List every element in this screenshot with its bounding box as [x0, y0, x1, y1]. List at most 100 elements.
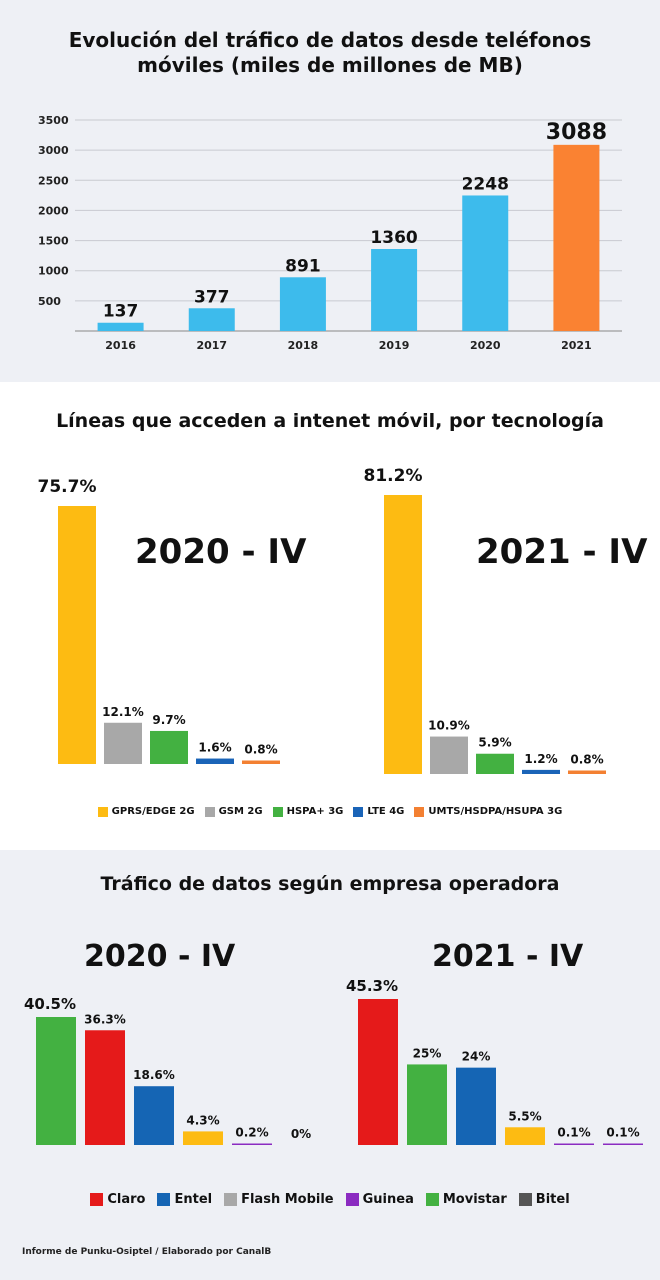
group-label-2020-technology: 2020 - IV: [135, 532, 307, 572]
value-label: 0.1%: [557, 1126, 590, 1140]
y-tick-label: 2000: [38, 204, 69, 217]
bar-UMTS/HSDPA/HSUPA 3G: [242, 760, 280, 764]
legend-swatch: [272, 806, 283, 817]
value-label-2020: 2248: [462, 174, 509, 194]
operator-legend: Claro Entel Flash Mobile Guinea Movistar Bite…: [0, 1192, 660, 1207]
group-label-2020-operator: 2020 - IV: [84, 939, 236, 974]
legend-item: Entel: [157, 1192, 212, 1207]
bar-2021: [553, 144, 600, 331]
bar: [36, 1017, 76, 1145]
legend-item: Bitel: [518, 1192, 570, 1207]
value-label: 1.6%: [198, 741, 231, 755]
value-label: 5.9%: [478, 736, 511, 750]
value-label: 45.3%: [346, 977, 398, 995]
x-tick-label-2016: 2016: [105, 339, 136, 352]
bar: [358, 999, 398, 1145]
bar-GSM 2G: [430, 736, 468, 774]
bar-HSPA+ 3G: [476, 753, 514, 774]
value-label-2018: 891: [285, 256, 321, 276]
value-label-2019: 1360: [370, 228, 417, 248]
legend-swatch: [90, 1193, 104, 1206]
bar-2018: [279, 277, 326, 331]
legend-item: LTE 4G: [353, 806, 404, 817]
group-label-2021-technology: 2021 - IV: [476, 532, 648, 572]
value-label: 0.8%: [244, 743, 277, 757]
y-tick-label: 3500: [38, 114, 69, 127]
technology-legend: GPRS/EDGE 2G GSM 2G HSPA+ 3G LTE 4G UMTS/HSD…: [0, 806, 660, 817]
x-tick-label-2019: 2019: [379, 339, 410, 352]
legend-swatch: [157, 1193, 171, 1206]
bar-GPRS/EDGE 2G: [384, 495, 422, 774]
legend-label: Bitel: [535, 1192, 570, 1207]
legend-label: GPRS/EDGE 2G: [111, 806, 195, 817]
bar: [134, 1086, 174, 1145]
value-label: 1.2%: [524, 752, 557, 766]
bar-UMTS/HSDPA/HSUPA 3G: [568, 770, 606, 774]
bar: [183, 1131, 223, 1145]
bar-2017: [188, 308, 235, 331]
value-label: 40.5%: [24, 995, 76, 1013]
legend-label: UMTS/HSDPA/HSUPA 3G: [428, 806, 563, 817]
source-footer: Informe de Punku-Osiptel / Elaborado por…: [22, 1247, 272, 1257]
value-label: 36.3%: [84, 1012, 126, 1026]
value-label: 0.8%: [570, 753, 603, 767]
y-tick-label: 1000: [38, 265, 69, 278]
legend-item: Movistar: [425, 1192, 507, 1207]
chart-title-operator: Tráfico de datos según empresa operadora: [100, 873, 560, 895]
value-label-2016: 137: [103, 302, 139, 322]
bar-2020: [462, 195, 509, 331]
legend-label: HSPA+ 3G: [286, 806, 344, 817]
legend-swatch: [414, 806, 425, 817]
value-label: 24%: [462, 1050, 491, 1064]
legend-item: Guinea: [345, 1192, 414, 1207]
bar: [603, 1143, 643, 1145]
value-label: 75.7%: [38, 477, 97, 497]
value-label: 4.3%: [186, 1113, 219, 1127]
bar-LTE 4G: [196, 758, 234, 764]
bar: [85, 1030, 125, 1145]
legend-swatch: [345, 1193, 359, 1206]
legend-swatch: [224, 1193, 238, 1206]
x-tick-label-2020: 2020: [470, 339, 501, 352]
value-label: 9.7%: [152, 713, 185, 727]
legend-swatch: [204, 806, 215, 817]
y-tick-label: 500: [38, 295, 61, 308]
bar: [456, 1067, 496, 1145]
traffic-evolution-panel: [0, 0, 660, 382]
technology-bar-chart: 75.7% 12.1% 9.7% 1.6% 0.8% 81.2% 10.9% 5.9% 1.2%…: [38, 466, 606, 774]
legend-item: GSM 2G: [204, 806, 263, 817]
legend-item: Claro: [90, 1192, 145, 1207]
value-label-2017: 377: [194, 287, 230, 307]
bar-GSM 2G: [104, 722, 142, 764]
legend-label: Guinea: [362, 1192, 414, 1207]
value-label-2021: 3088: [546, 120, 607, 145]
group-label-2021-operator: 2021 - IV: [432, 939, 584, 974]
legend-swatch: [425, 1193, 439, 1206]
x-tick-label-2018: 2018: [288, 339, 319, 352]
bar-HSPA+ 3G: [150, 730, 188, 764]
legend-item: UMTS/HSDPA/HSUPA 3G: [414, 806, 562, 817]
legend-swatch: [518, 1193, 532, 1206]
value-label: 0.2%: [235, 1126, 268, 1140]
value-label: 5.5%: [508, 1109, 541, 1123]
value-label: 10.9%: [428, 719, 470, 733]
chart-title-technology: Líneas que acceden a intenet móvil, por …: [56, 410, 604, 432]
legend-label: LTE 4G: [367, 806, 405, 817]
bar: [554, 1143, 594, 1145]
value-label: 25%: [413, 1046, 442, 1060]
bar-GPRS/EDGE 2G: [58, 506, 96, 764]
legend-item: GPRS/EDGE 2G: [97, 806, 195, 817]
legend-label: Claro: [107, 1192, 146, 1207]
y-tick-label: 2500: [38, 174, 69, 187]
legend-item: HSPA+ 3G: [272, 806, 344, 817]
legend-label: GSM 2G: [218, 806, 263, 817]
legend-item: Flash Mobile: [224, 1192, 334, 1207]
value-label: 0.1%: [606, 1126, 639, 1140]
legend-label: Entel: [174, 1192, 213, 1207]
bar: [505, 1127, 545, 1145]
value-label: 18.6%: [133, 1068, 175, 1082]
value-label: 81.2%: [364, 466, 423, 486]
x-tick-label-2017: 2017: [196, 339, 227, 352]
bar-2016: [97, 322, 144, 331]
